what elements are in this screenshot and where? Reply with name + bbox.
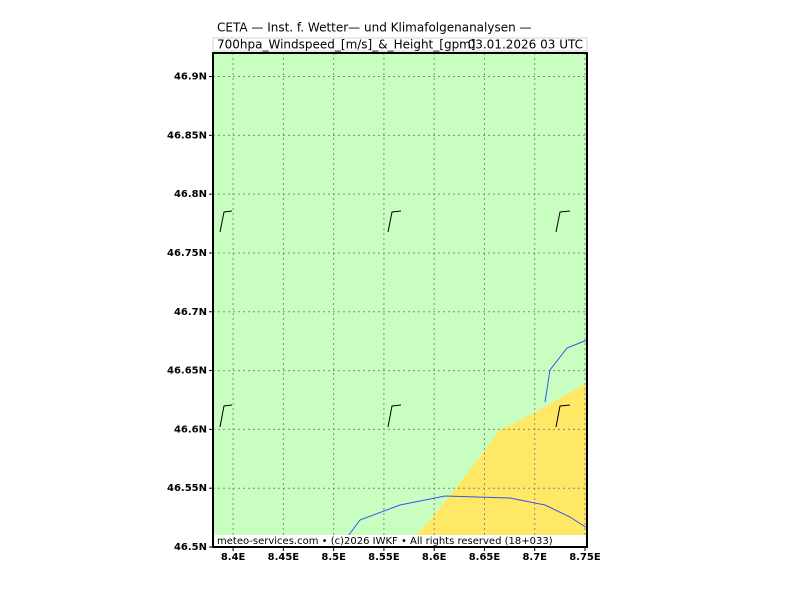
wind-barbs [219,210,571,428]
y-tick-label: 46.65N [167,366,207,377]
x-tick-label: 8.75E [569,552,601,563]
date: 03.01.2026 03 UTC [468,38,583,52]
y-tick-label: 46.55N [167,483,207,494]
wind-barb [555,210,571,233]
title: CETA — Inst. f. Wetter— und Klimafolgena… [217,21,532,35]
x-tick-label: 8.6E [422,552,447,563]
wind-barb [219,404,233,428]
x-tick-label: 8.7E [522,552,547,563]
subtitle-box [212,37,588,52]
subtitle: 700hpa_Windspeed_[m/s]_&_Height_[gpm] [217,38,476,52]
y-tick-label: 46.5N [174,542,207,553]
wind-barb [387,210,402,233]
map-frame [212,52,588,548]
x-tick-label: 8.5E [321,552,346,563]
wind-barb [555,404,571,428]
wind-area [405,383,587,547]
wind-barb [387,404,402,428]
y-tick-label: 46.8N [174,189,207,200]
y-tick-label: 46.6N [174,424,207,435]
wind-barb [219,210,233,233]
border-line [544,339,588,403]
y-tick-label: 46.7N [174,307,207,318]
footer-background [213,535,587,547]
footer: meteo-services.com • (c)2026 IWKF • All … [217,536,553,547]
x-tick-label: 8.45E [268,552,300,563]
border-line [339,495,588,548]
x-tick-label: 8.55E [368,552,400,563]
x-tick-label: 8.65E [469,552,501,563]
y-tick-label: 46.9N [174,72,207,83]
x-tick-label: 8.4E [221,552,246,563]
y-tick-label: 46.75N [167,248,207,259]
y-tick-label: 46.85N [167,130,207,141]
